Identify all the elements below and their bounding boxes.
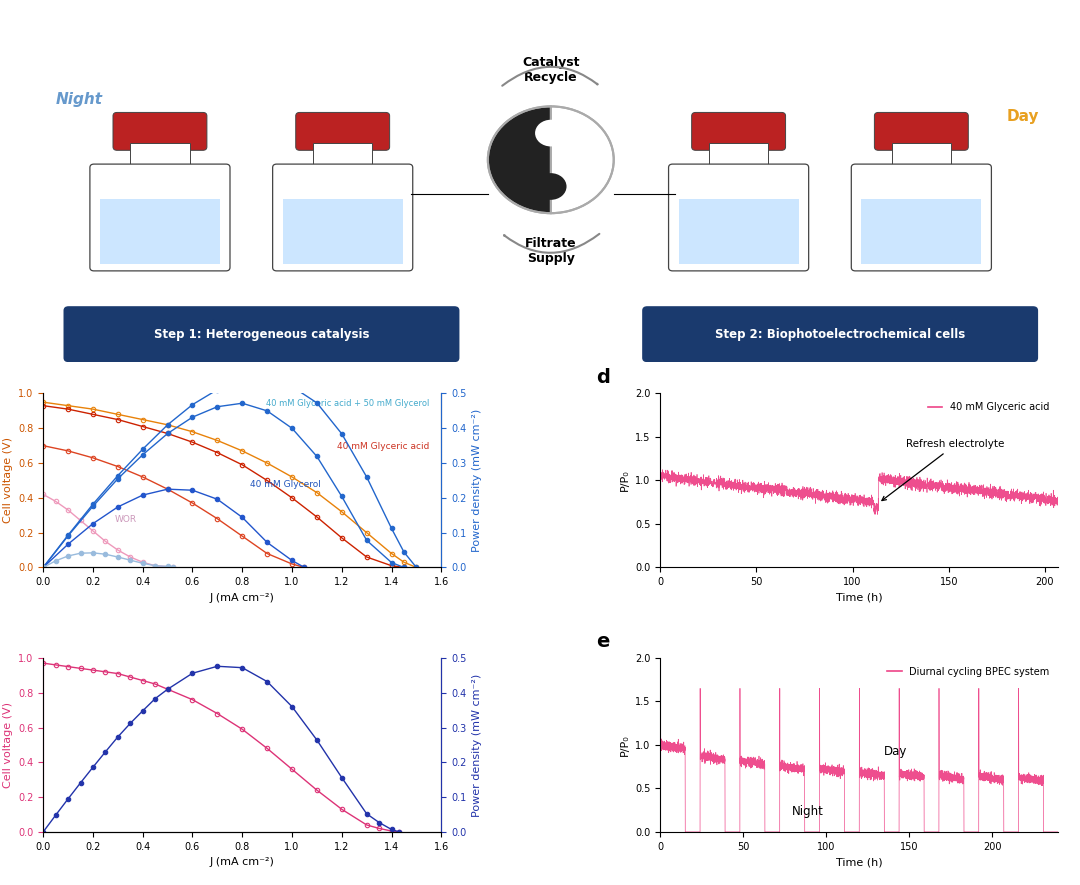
Text: Refresh electrolyte: Refresh electrolyte <box>882 440 1004 501</box>
Y-axis label: Power density (mW cm⁻²): Power density (mW cm⁻²) <box>472 673 482 817</box>
Text: 40 mM Glyceric acid: 40 mM Glyceric acid <box>337 442 430 451</box>
Legend: Diurnal cycling BPEC system: Diurnal cycling BPEC system <box>883 663 1053 681</box>
Text: Catalyst
Recycle: Catalyst Recycle <box>522 57 580 84</box>
Y-axis label: Cell voltage (V): Cell voltage (V) <box>2 702 13 788</box>
Text: Day: Day <box>883 745 907 758</box>
Bar <box>313 143 373 173</box>
Circle shape <box>535 119 567 146</box>
Y-axis label: Cell voltage (V): Cell voltage (V) <box>2 437 13 523</box>
X-axis label: J (mA cm⁻²): J (mA cm⁻²) <box>210 593 274 603</box>
Bar <box>283 198 403 264</box>
Text: Day: Day <box>1007 109 1039 124</box>
FancyBboxPatch shape <box>113 112 207 150</box>
FancyArrowPatch shape <box>504 234 599 253</box>
FancyBboxPatch shape <box>691 112 785 150</box>
Y-axis label: P/P₀: P/P₀ <box>620 734 630 756</box>
Bar <box>678 198 798 264</box>
Bar <box>892 143 951 173</box>
Text: e: e <box>596 633 610 651</box>
FancyBboxPatch shape <box>296 112 390 150</box>
Text: d: d <box>596 368 610 387</box>
Text: Night: Night <box>792 804 824 818</box>
FancyBboxPatch shape <box>90 164 230 271</box>
X-axis label: Time (h): Time (h) <box>836 858 882 867</box>
FancyBboxPatch shape <box>272 164 413 271</box>
Text: Step 2: Biophotoelectrochemical cells: Step 2: Biophotoelectrochemical cells <box>715 327 966 341</box>
Y-axis label: P/P₀: P/P₀ <box>620 470 630 491</box>
Legend: 40 mM Glyceric acid: 40 mM Glyceric acid <box>924 398 1053 416</box>
Wedge shape <box>488 106 551 213</box>
FancyBboxPatch shape <box>851 164 991 271</box>
Text: 40 mM Glyceric acid + 50 mM Glycerol: 40 mM Glyceric acid + 50 mM Glycerol <box>266 399 430 408</box>
FancyBboxPatch shape <box>643 306 1038 362</box>
Text: WOR: WOR <box>114 515 137 524</box>
Wedge shape <box>551 106 613 213</box>
Bar <box>131 143 190 173</box>
FancyBboxPatch shape <box>875 112 969 150</box>
Text: Step 1: Heterogeneous catalysis: Step 1: Heterogeneous catalysis <box>153 327 369 341</box>
FancyBboxPatch shape <box>64 306 459 362</box>
FancyBboxPatch shape <box>669 164 809 271</box>
Bar <box>862 198 982 264</box>
Y-axis label: Power density (mW cm⁻²): Power density (mW cm⁻²) <box>472 409 482 552</box>
Bar <box>708 143 768 173</box>
X-axis label: J (mA cm⁻²): J (mA cm⁻²) <box>210 858 274 867</box>
X-axis label: Time (h): Time (h) <box>836 593 882 603</box>
Text: Filtrate
Supply: Filtrate Supply <box>525 237 577 266</box>
Text: 40 mM Glycerol: 40 mM Glycerol <box>251 481 321 489</box>
FancyArrowPatch shape <box>502 66 597 86</box>
Circle shape <box>535 173 567 200</box>
Bar <box>100 198 220 264</box>
Text: Night: Night <box>55 92 103 107</box>
